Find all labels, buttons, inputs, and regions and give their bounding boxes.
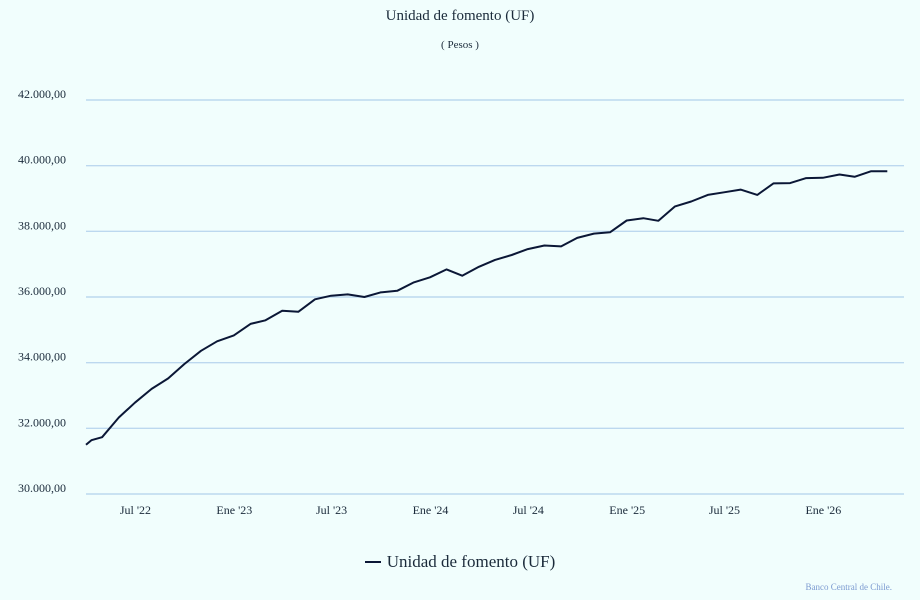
x-tick-label: Ene '25 [609,503,645,517]
y-tick-label: 40.000,00 [18,153,66,167]
x-tick-label: Jul '22 [120,503,151,517]
y-tick-label: 30.000,00 [18,481,66,495]
x-tick-label: Jul '25 [709,503,740,517]
legend[interactable]: Unidad de fomento (UF) [0,552,920,572]
x-tick-label: Jul '24 [513,503,544,517]
x-tick-label: Ene '26 [805,503,841,517]
credit-text: Banco Central de Chile. [805,582,892,592]
series-line-uf[interactable] [85,170,888,446]
y-tick-label: 32.000,00 [18,415,66,429]
chart-subtitle: ( Pesos ) [441,39,479,51]
y-tick-label: 34.000,00 [18,350,66,364]
x-tick-label: Ene '23 [216,503,252,517]
y-tick-label: 42.000,00 [18,87,66,101]
y-tick-label: 36.000,00 [18,284,66,298]
legend-swatch [364,561,381,563]
chart-title: Unidad de fomento (UF) [385,8,535,24]
x-tick-label: Ene '24 [413,503,449,517]
x-tick-label: Jul '23 [316,503,347,517]
y-tick-label: 38.000,00 [18,218,66,232]
legend-label: Unidad de fomento (UF) [386,552,556,571]
